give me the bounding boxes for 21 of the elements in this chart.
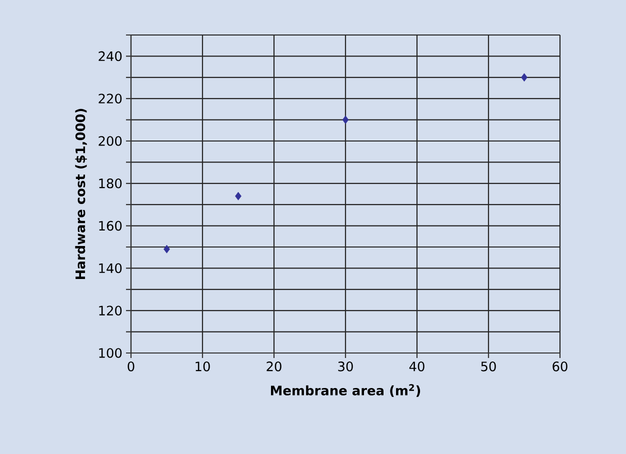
point xyxy=(235,192,242,200)
x-tick-label: 10 xyxy=(196,362,210,372)
x-tick-label: 20 xyxy=(266,362,282,372)
point xyxy=(164,244,170,254)
y-axis-title: Hardware cost ($1,000) xyxy=(75,108,87,280)
y-tick-label: 200 xyxy=(98,136,122,146)
x-tick-label: 60 xyxy=(552,362,568,372)
y-tick-label: 220 xyxy=(98,94,122,104)
x-tick-label: 0 xyxy=(128,362,134,372)
x-tick-label: 40 xyxy=(409,362,424,372)
point xyxy=(521,73,528,82)
y-tick-label: 160 xyxy=(99,220,122,231)
y-tick-label: 240 xyxy=(98,51,122,62)
y-tick-label: 140 xyxy=(99,263,122,274)
y-tick-label: 100 xyxy=(99,348,122,358)
y-tick-label: 180 xyxy=(99,178,122,188)
x-tick-label: 30 xyxy=(338,362,353,372)
point xyxy=(342,116,349,124)
x-axis-title: Membrane area (m$^{2}$) xyxy=(270,384,420,397)
y-tick-label: 120 xyxy=(99,306,122,316)
x-tick-label: 50 xyxy=(481,362,496,372)
